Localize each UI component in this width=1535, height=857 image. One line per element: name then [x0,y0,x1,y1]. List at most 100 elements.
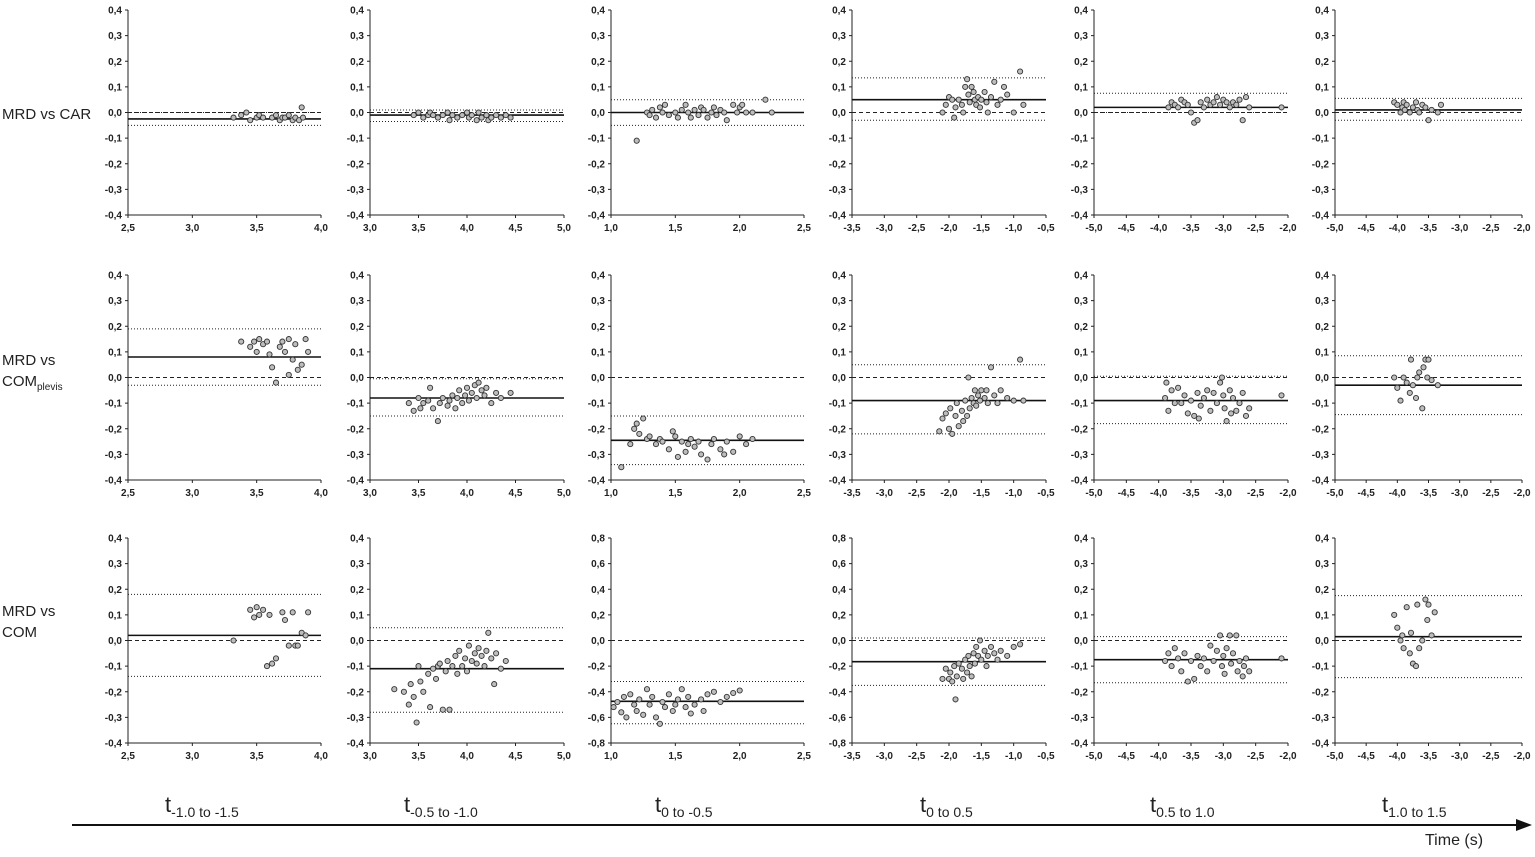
data-point [471,650,478,657]
data-point [730,101,737,108]
y-tick-label: -0,4 [105,476,123,487]
y-tick-label: 0,1 [350,347,364,358]
data-point [965,374,972,381]
period-4-sub: 0 to 0.5 [926,804,973,820]
data-point [1412,99,1420,106]
data-point [698,696,705,703]
panel-r2-c3: -0,4 -0,3 -0,2 -0,1 0,0 0,1 0,2 0,3 0,4 1,0 1,5 2,0… [588,271,812,500]
y-tick-label: 0,1 [1315,347,1329,358]
y-tick-label: -0,2 [347,687,365,698]
y-tick-label: -0,2 [588,159,606,170]
data-point [971,387,978,394]
y-tick-label: -0,2 [105,687,123,698]
data-point [247,343,254,350]
data-point [1397,109,1404,116]
data-point [736,687,743,694]
y-tick-label: -0,1 [829,134,847,145]
y-tick-label: 0,4 [832,585,846,596]
data-point [968,83,975,90]
data-point [446,706,453,713]
period-label-5: t0.5 to 1.0 [1150,792,1215,820]
x-tick-label: 2,0 [733,488,747,499]
data-point [949,96,956,103]
data-point [964,412,971,419]
y-tick-label: 0,2 [1315,585,1329,596]
data-point [965,91,972,98]
data-point [1403,101,1410,108]
y-tick-label: -0,1 [347,399,365,410]
x-tick-label: -4,0 [1389,488,1407,499]
y-tick-label: 0,0 [1315,373,1329,384]
y-tick-label: 0,2 [591,322,605,333]
data-point [459,400,466,407]
data-point [1191,675,1198,682]
y-tick-label: -0,3 [1312,450,1330,461]
data-point [1178,668,1185,675]
x-tick-label: -3,0 [1451,488,1469,499]
data-point [983,99,990,106]
x-tick-label: -2,0 [1279,488,1297,499]
data-point [687,710,694,717]
y-tick-label: 0,0 [1074,108,1088,119]
x-tick-label: 3,0 [363,751,377,762]
y-tick-label: 0,2 [591,57,605,68]
data-point [493,389,500,396]
data-point [960,418,967,425]
x-tick-label: -5,0 [1326,488,1344,499]
data-point [454,114,461,121]
data-point [646,701,653,708]
data-point [636,430,643,437]
data-point [478,114,485,121]
y-tick-label: -0,4 [105,211,123,222]
row-label-1: MRD vs CAR [2,106,91,123]
y-tick-label: 0,1 [832,82,846,93]
data-point [1246,668,1253,675]
x-tick-label: -4,0 [1150,223,1168,234]
data-point [491,681,498,688]
x-tick-label: -5,0 [1326,751,1344,762]
data-point [256,611,263,618]
period-label-2: t-0.5 to -1.0 [404,792,478,820]
y-tick-label: 0,4 [832,271,846,282]
y-tick-label: -0,1 [105,134,123,145]
x-tick-label: -4,5 [1118,223,1136,234]
y-tick-label: 0,3 [832,31,846,42]
x-tick-label: -4,0 [1389,751,1407,762]
data-point [279,338,286,345]
data-point [1428,632,1435,639]
data-point [430,112,437,119]
data-point [420,114,427,121]
data-point [723,693,730,700]
data-point [723,117,730,124]
data-point [672,433,679,440]
y-tick-label: 0,2 [1315,322,1329,333]
data-point [1223,418,1230,425]
data-point [281,348,289,355]
x-tick-label: 4,0 [460,751,474,762]
y-tick-label: -0,1 [1312,662,1330,673]
data-point [1278,655,1285,662]
data-point [997,647,1004,654]
data-point [633,707,640,715]
panel-r2-c2: -0,4 -0,3 -0,2 -0,1 0,0 0,1 0,2 0,3 0,4 3,0 3,5 4,0… [347,271,572,500]
period-5-main: t [1150,792,1156,817]
x-tick-label: -3,0 [876,488,894,499]
data-point [682,704,689,711]
y-tick-label: 0,4 [350,534,364,545]
y-tick-label: -0,2 [105,424,123,435]
x-tick-label: 4,0 [314,751,328,762]
x-tick-label: 3,0 [363,223,377,234]
data-point [430,665,437,672]
data-point [1163,379,1170,386]
data-point [981,394,988,402]
data-point [247,606,254,613]
data-point [618,709,625,716]
y-tick-label: 0,8 [591,534,605,545]
x-tick-label: -2,0 [940,751,958,762]
data-point [427,704,434,711]
data-point [1184,678,1191,685]
data-point [465,642,472,649]
x-tick-label: 1,5 [668,751,682,762]
data-point [1236,400,1243,407]
data-point [1226,387,1233,394]
